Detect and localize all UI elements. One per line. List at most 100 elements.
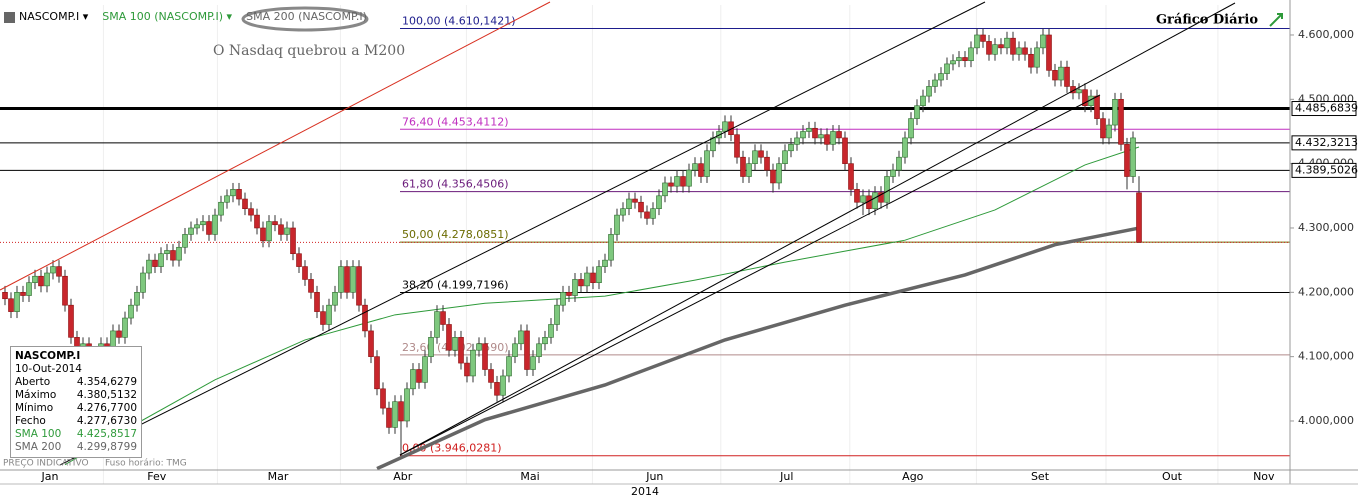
x-tick-label: Jul xyxy=(779,470,793,483)
candle-body xyxy=(500,375,506,396)
candle-body xyxy=(668,182,674,187)
x-tick-label: Out xyxy=(1162,470,1183,483)
candle-body xyxy=(842,137,848,164)
candle-body xyxy=(452,337,458,351)
candle-body xyxy=(752,150,758,164)
candle-body xyxy=(404,388,410,422)
price-label-box xyxy=(1291,101,1357,117)
trend-line xyxy=(0,1,551,291)
candle-body xyxy=(1100,118,1106,139)
trend-line xyxy=(399,2,1236,456)
candle-body xyxy=(1004,37,1010,49)
info-row: Fecho 4.277,6730 xyxy=(15,415,137,428)
candle-body xyxy=(428,337,434,357)
candle-body xyxy=(494,382,500,396)
candle-body xyxy=(560,292,566,306)
x-tick-label: Fev xyxy=(147,470,166,483)
candle-body xyxy=(944,63,950,74)
candle-body xyxy=(968,47,974,62)
candle-body xyxy=(416,369,422,383)
info-row: Mínimo 4.276,7700 xyxy=(15,402,137,415)
candle-body xyxy=(926,86,932,97)
y-tick-label: 4.600,000 xyxy=(1298,28,1354,41)
candle-body xyxy=(596,266,602,283)
x-tick-label: Ago xyxy=(902,470,924,483)
symbol-icon xyxy=(4,11,15,23)
y-tick-label: 4.200,000 xyxy=(1298,285,1354,298)
candle-body xyxy=(758,150,764,158)
info-value: 4.380,5132 xyxy=(76,389,137,401)
trend-line xyxy=(59,1,986,466)
candle-body xyxy=(140,272,146,293)
candle-body xyxy=(14,292,20,312)
candle-body xyxy=(902,137,908,158)
candle-body xyxy=(230,189,236,197)
info-row: SMA 100 4.425,8517 xyxy=(15,428,137,441)
candle-body xyxy=(1112,99,1118,126)
candle-body xyxy=(476,343,482,351)
candle-body xyxy=(20,292,26,296)
candle-body xyxy=(116,330,122,338)
candle-body xyxy=(338,266,344,293)
legend-label: SMA 200 (NASCOMP.I) xyxy=(246,10,367,23)
symbol-selector[interactable]: NASCOMP.I ▾ xyxy=(4,10,88,23)
x-tick-label: Jun xyxy=(645,470,663,483)
candle-body xyxy=(896,156,902,171)
candle-body xyxy=(1022,47,1028,55)
candle-body xyxy=(506,356,512,377)
candle-body xyxy=(188,227,194,235)
sma-line xyxy=(376,226,1140,471)
candle-body xyxy=(638,201,644,213)
candle-body xyxy=(1124,144,1130,177)
candle-body xyxy=(182,234,188,248)
fib-label: 38,20 (4.199,7196) xyxy=(402,278,509,291)
candle-body xyxy=(782,150,788,164)
candle-body xyxy=(488,369,494,383)
candle-body xyxy=(512,343,518,357)
fib-label: 0,00 (3.946,0281) xyxy=(402,442,502,455)
candle-body xyxy=(458,337,464,364)
candle-body xyxy=(974,34,980,49)
candle-body xyxy=(818,134,824,139)
candle-body xyxy=(776,163,782,184)
info-rows: Aberto 4.354,6279 Máximo 4.380,5132 Mínimo 4.… xyxy=(15,376,137,454)
footer-note: PREÇO INDICATIVO xyxy=(3,459,89,469)
candle-body xyxy=(890,169,896,177)
candle-body xyxy=(128,304,134,319)
candle-body xyxy=(734,134,740,158)
candle-body xyxy=(266,221,272,242)
candle-body xyxy=(350,266,356,293)
candle-body xyxy=(584,272,590,287)
candle-body xyxy=(122,317,128,338)
candle-body xyxy=(686,169,692,187)
info-value: 4.277,6730 xyxy=(76,415,137,427)
candle-body xyxy=(242,198,248,209)
candle-body xyxy=(296,253,302,267)
info-label: Fecho xyxy=(15,415,46,427)
legend-label: SMA 100 (NASCOMP.I) xyxy=(102,10,224,23)
info-label: Aberto xyxy=(15,376,51,388)
highlight-ellipse xyxy=(241,6,369,32)
candle-body xyxy=(626,198,632,209)
candle-body xyxy=(434,311,440,338)
candle-body xyxy=(56,266,62,277)
candle-body xyxy=(878,192,884,203)
price-label: 4.389,5026 xyxy=(1295,163,1358,176)
legend-sma100[interactable]: SMA 100 (NASCOMP.I) ▾ xyxy=(102,10,233,23)
candle-body xyxy=(302,266,308,280)
candle-body xyxy=(860,195,866,203)
candle-body xyxy=(170,250,176,261)
candle-body xyxy=(146,259,152,274)
candle-body xyxy=(788,144,794,152)
candle-body xyxy=(464,362,470,377)
candle-body xyxy=(1058,66,1064,81)
candle-body xyxy=(992,44,998,55)
candle-body xyxy=(440,311,446,325)
candle-body xyxy=(680,176,686,187)
candle-body xyxy=(38,275,44,287)
candle-body xyxy=(770,169,776,184)
fib-label: 50,00 (4.278,0851) xyxy=(402,228,509,241)
legend-sma200[interactable]: SMA 200 (NASCOMP.I) xyxy=(246,10,367,23)
candle-body xyxy=(68,304,74,338)
